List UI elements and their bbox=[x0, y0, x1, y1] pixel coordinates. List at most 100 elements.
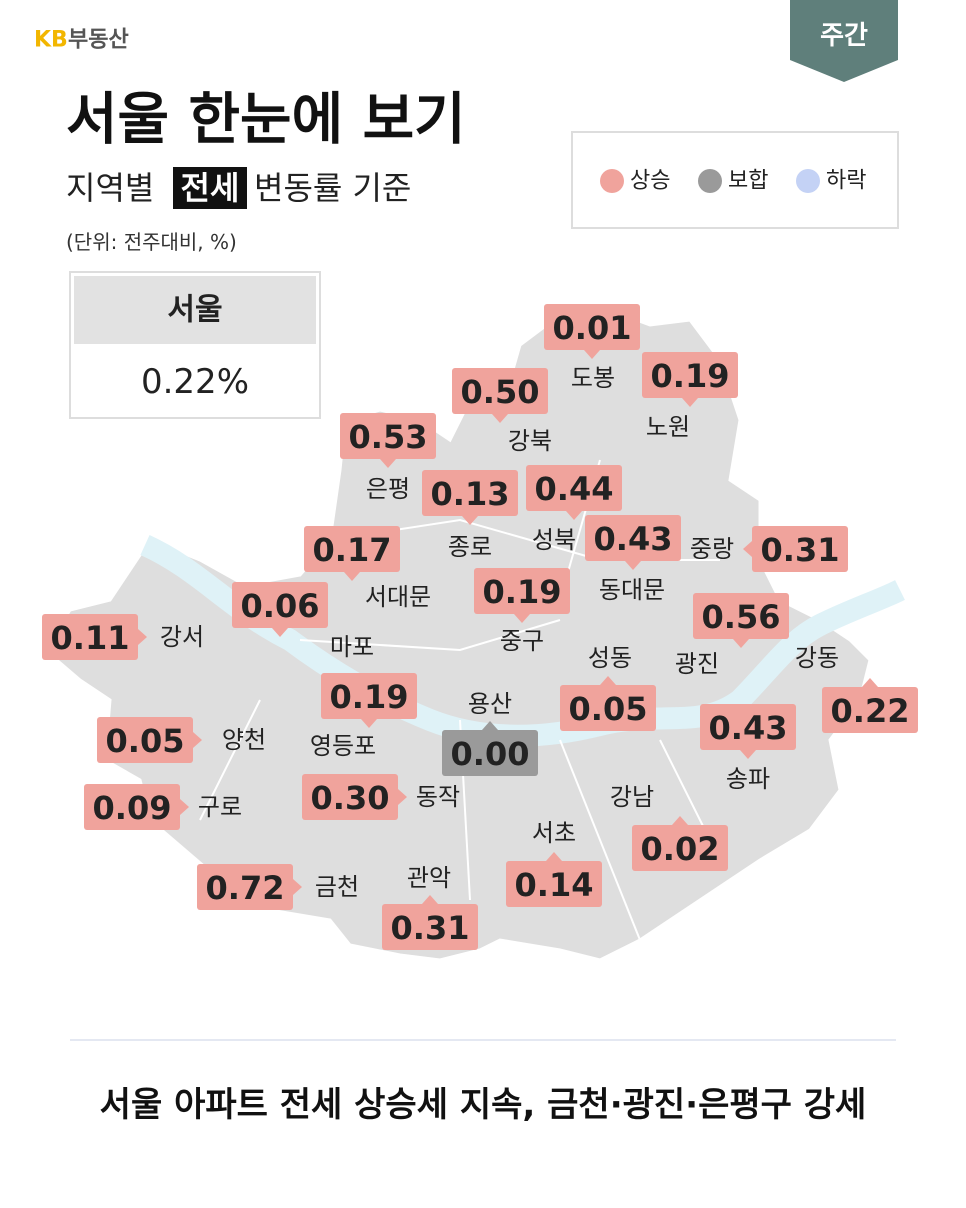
district-name: 성북 bbox=[532, 526, 576, 554]
legend-dot bbox=[796, 169, 820, 193]
district-name: 구로 bbox=[198, 793, 242, 821]
label-pointer bbox=[492, 414, 508, 423]
label-box bbox=[340, 413, 436, 459]
label-pointer bbox=[672, 816, 688, 825]
label-pointer bbox=[462, 516, 478, 525]
label-pointer bbox=[361, 719, 377, 728]
district-value: 0.11 bbox=[51, 619, 130, 657]
label-box bbox=[42, 614, 138, 660]
label-box bbox=[97, 717, 193, 763]
district-name: 중구 bbox=[500, 627, 544, 655]
label-pointer bbox=[625, 561, 641, 570]
label-box bbox=[700, 704, 796, 750]
brand-name: 부동산 bbox=[68, 28, 129, 53]
district-name: 강북 bbox=[508, 427, 552, 455]
district-name: 강서 bbox=[160, 623, 204, 651]
label-box bbox=[632, 825, 728, 871]
label-box bbox=[321, 673, 417, 719]
district-name: 양천 bbox=[222, 726, 266, 754]
legend-dot bbox=[698, 169, 722, 193]
brand-kb: KB bbox=[34, 28, 68, 53]
legend-box bbox=[571, 131, 899, 229]
district-name: 서초 bbox=[532, 819, 576, 847]
label-pointer bbox=[682, 398, 698, 407]
label-box bbox=[84, 784, 180, 830]
highlight-box bbox=[173, 167, 247, 209]
legend-dot bbox=[600, 169, 624, 193]
label-pointer bbox=[600, 676, 616, 685]
label-pointer bbox=[344, 572, 360, 581]
label-box bbox=[197, 864, 293, 910]
label-box bbox=[585, 515, 681, 561]
legend-label: 하락 bbox=[826, 169, 866, 194]
district-name: 강동 bbox=[795, 644, 839, 672]
label-pointer bbox=[584, 350, 600, 359]
label-box bbox=[506, 861, 602, 907]
district-name: 서대문 bbox=[365, 583, 431, 611]
district-name: 동작 bbox=[416, 783, 460, 811]
district-value: 0.06 bbox=[241, 587, 320, 625]
label-pointer bbox=[398, 789, 407, 805]
district-value: 0.43 bbox=[709, 709, 788, 747]
district-name: 용산 bbox=[468, 690, 512, 718]
label-pointer bbox=[566, 511, 582, 520]
label-box bbox=[752, 526, 848, 572]
district-name: 중랑 bbox=[690, 535, 734, 563]
district-borders bbox=[199, 459, 721, 941]
district-value: 0.05 bbox=[569, 690, 648, 728]
district-name: 종로 bbox=[448, 533, 492, 561]
district-name: 관악 bbox=[407, 864, 451, 892]
label-box bbox=[642, 352, 738, 398]
label-pointer bbox=[862, 678, 878, 687]
label-pointer bbox=[733, 639, 749, 648]
label-pointer bbox=[193, 732, 202, 748]
district-name: 동대문 bbox=[599, 576, 665, 604]
legend-label: 상승 bbox=[630, 169, 670, 194]
label-pointer bbox=[546, 852, 562, 861]
district-value: 0.30 bbox=[311, 779, 390, 817]
district-name: 은평 bbox=[366, 475, 410, 503]
district-value: 0.19 bbox=[483, 573, 562, 611]
district-value: 0.31 bbox=[761, 531, 840, 569]
district-value: 0.17 bbox=[313, 531, 392, 569]
district-value: 0.13 bbox=[431, 475, 510, 513]
district-value: 0.00 bbox=[451, 735, 530, 773]
title: 서울 한눈에 보기 bbox=[66, 88, 466, 153]
district-value: 0.02 bbox=[641, 830, 720, 868]
district-name: 강남 bbox=[610, 783, 654, 811]
summary-header bbox=[74, 276, 316, 344]
label-pointer bbox=[422, 895, 438, 904]
label-pointer bbox=[272, 628, 288, 637]
subtitle-highlight: 전세 bbox=[181, 169, 240, 207]
label-pointer bbox=[514, 614, 530, 623]
summary-region: 서울 bbox=[167, 293, 222, 328]
label-pointer bbox=[740, 750, 756, 759]
district-value: 0.56 bbox=[702, 598, 781, 636]
label-box bbox=[544, 304, 640, 350]
label-box bbox=[382, 904, 478, 950]
district-value: 0.14 bbox=[515, 866, 594, 904]
district-name: 송파 bbox=[726, 765, 770, 793]
district-value: 0.53 bbox=[349, 418, 428, 456]
district-name: 도봉 bbox=[571, 364, 615, 392]
label-box bbox=[560, 685, 656, 731]
district-name: 영등포 bbox=[310, 732, 376, 760]
label-box bbox=[474, 568, 570, 614]
tab: 주간 bbox=[820, 21, 868, 51]
district-value: 0.19 bbox=[330, 678, 409, 716]
river bbox=[140, 534, 905, 747]
district-name: 성동 bbox=[588, 644, 632, 672]
label-box bbox=[422, 470, 518, 516]
district-name: 광진 bbox=[675, 650, 719, 678]
legend-label: 보합 bbox=[728, 169, 768, 194]
label-pointer bbox=[380, 459, 396, 468]
label-pointer bbox=[180, 799, 189, 815]
headline: 서울 아파트 전세 상승세 지속, 금천·광진·은평구 강세 bbox=[100, 1085, 867, 1125]
label-box bbox=[304, 526, 400, 572]
district-value: 0.50 bbox=[461, 373, 540, 411]
label-box bbox=[302, 774, 398, 820]
label-box bbox=[526, 465, 622, 511]
district-value: 0.09 bbox=[93, 789, 172, 827]
tab-shape bbox=[790, 0, 898, 82]
